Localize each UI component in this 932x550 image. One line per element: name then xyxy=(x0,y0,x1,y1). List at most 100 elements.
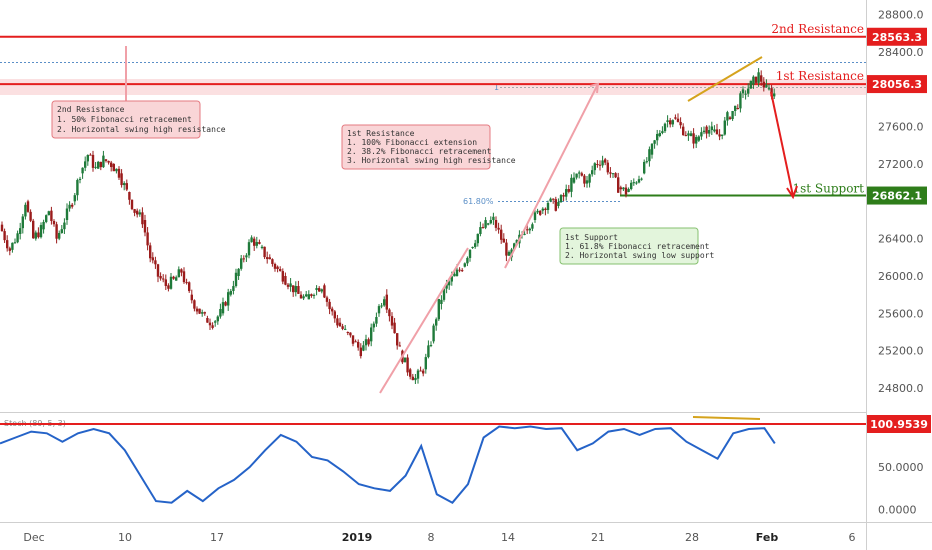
candle-body xyxy=(715,129,719,135)
candle-body xyxy=(767,88,771,90)
time-tick-5: 14 xyxy=(501,531,515,544)
candle-body xyxy=(328,301,331,310)
candle-body xyxy=(84,161,87,168)
candle-body xyxy=(726,112,729,121)
candle-body xyxy=(263,246,266,258)
candle-body xyxy=(541,208,544,211)
level-badge-2 xyxy=(867,186,927,205)
candle-body xyxy=(279,269,282,272)
candle-body xyxy=(591,170,594,175)
svg-text:2nd Resistance: 2nd Resistance xyxy=(57,105,125,114)
candle-body xyxy=(180,269,183,273)
candle-body xyxy=(128,192,131,200)
candle-body xyxy=(156,264,160,277)
candle-body xyxy=(94,166,97,168)
candle-body xyxy=(268,257,271,260)
candle-body xyxy=(554,199,557,211)
candle-body xyxy=(593,163,596,171)
price-tick-7: 28400.0 xyxy=(878,46,924,59)
candle-body xyxy=(489,220,492,224)
candle-body xyxy=(702,130,706,133)
candle-body xyxy=(221,302,225,314)
candle-body xyxy=(380,305,383,307)
candle-body xyxy=(492,216,495,221)
price-tick-8: 28800.0 xyxy=(878,9,924,22)
candle-body xyxy=(474,243,477,247)
candle-body xyxy=(71,204,74,207)
candle-body xyxy=(229,290,232,295)
candle-body xyxy=(250,237,253,243)
candle-body xyxy=(68,204,71,209)
price-tick-3: 26000.0 xyxy=(878,270,924,283)
candle-body xyxy=(39,225,43,238)
candle-body xyxy=(487,223,490,225)
candle-body xyxy=(190,294,193,301)
level-label-1: 1st Resistance xyxy=(776,69,864,83)
candle-body xyxy=(650,143,654,155)
candle-body xyxy=(172,276,175,279)
candle-body xyxy=(432,325,435,342)
candle-body xyxy=(292,285,295,293)
level-lines: 2nd Resistance 1st Resistance 1st Support xyxy=(0,22,866,197)
candle-body xyxy=(619,187,622,190)
candle-body xyxy=(302,296,305,299)
candle-body xyxy=(632,182,635,184)
candle-body xyxy=(266,257,269,260)
candle-body xyxy=(663,123,667,132)
svg-text:3. Horizontal swing high resis: 3. Horizontal swing high resistance xyxy=(347,156,516,165)
stoch-line xyxy=(0,425,776,504)
candle-body xyxy=(99,161,102,168)
candle-body xyxy=(224,302,227,306)
candle-body xyxy=(450,276,453,282)
candle-body xyxy=(546,202,550,211)
candle-body xyxy=(331,308,334,312)
time-tick-0: Dec xyxy=(23,531,44,544)
candle-body xyxy=(55,224,58,239)
candle-body xyxy=(182,271,186,283)
candle-body xyxy=(50,210,53,221)
candle-body xyxy=(583,175,586,184)
candle-body xyxy=(370,327,373,342)
candle-body xyxy=(458,269,461,271)
candle-body xyxy=(544,208,547,211)
candle-body xyxy=(606,162,609,173)
candle-body xyxy=(414,377,417,381)
candle-body xyxy=(396,333,399,346)
candle-body xyxy=(739,93,742,109)
candle-body xyxy=(437,298,440,320)
candle-body xyxy=(614,173,617,178)
candle-body xyxy=(648,149,651,162)
price-tick-6: 27600.0 xyxy=(878,121,924,134)
time-tick-8: Feb xyxy=(756,531,779,544)
candle-body xyxy=(133,209,136,213)
candle-body xyxy=(242,258,245,260)
candle-body xyxy=(349,332,352,336)
candle-body xyxy=(760,75,763,82)
candle-body xyxy=(164,279,167,286)
candle-body xyxy=(162,278,165,280)
candle-body xyxy=(305,294,308,297)
candle-body xyxy=(201,312,204,314)
impulse-leg-arrow xyxy=(379,247,469,394)
candle-body xyxy=(601,160,604,166)
candle-body xyxy=(687,133,690,136)
svg-text:2. Horizontal swing low suppor: 2. Horizontal swing low support xyxy=(565,251,714,260)
candle-body xyxy=(63,222,66,230)
candle-body xyxy=(419,370,422,372)
candle-body xyxy=(273,263,277,269)
candle-body xyxy=(16,233,19,243)
candle-body xyxy=(622,187,625,190)
candle-body xyxy=(227,292,230,306)
candle-body xyxy=(604,159,607,163)
annotation-2nd-resistance: 2nd Resistance 1. 50% Fibonacci retracem… xyxy=(51,100,226,139)
candle-body xyxy=(721,134,724,136)
candle-body xyxy=(448,281,451,286)
candle-body xyxy=(34,232,37,239)
candle-body xyxy=(390,316,394,326)
time-tick-3: 2019 xyxy=(342,531,373,544)
candle-body xyxy=(47,211,50,216)
candle-body xyxy=(58,232,61,239)
candle-body xyxy=(214,321,217,323)
candle-body xyxy=(585,180,589,184)
